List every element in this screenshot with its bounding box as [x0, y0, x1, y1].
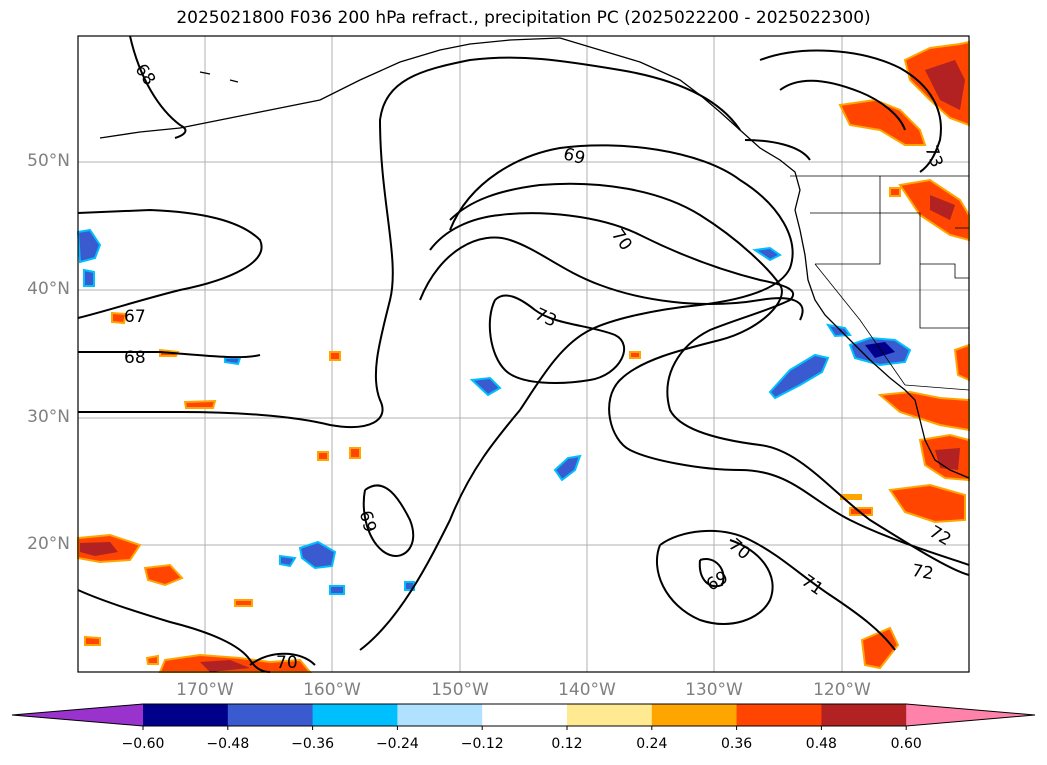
colorbar-tick-label: 0.12: [551, 736, 583, 752]
contour-label: 67: [124, 307, 146, 327]
colorbar-tick-label: −0.48: [206, 736, 250, 752]
map-title: 2025021800 F036 200 hPa refract., precip…: [176, 8, 871, 28]
lon-tick-label: 160°W: [303, 680, 361, 700]
colorbar-segment: [651, 704, 738, 726]
lat-tick-label: 50°N: [27, 151, 70, 171]
precip-positive: [77, 40, 970, 673]
colorbar-tick-label: −0.36: [291, 736, 335, 752]
contour-label: 72: [910, 561, 935, 584]
contour-label: 70: [276, 653, 298, 673]
borders: [790, 175, 970, 391]
colorbar-tick-label: −0.60: [121, 736, 165, 752]
contours: [77, 35, 970, 673]
precip-negative: [76, 228, 912, 595]
lon-tick-label: 120°W: [813, 680, 871, 700]
lat-tick-label: 20°N: [27, 534, 70, 554]
lon-tick-label: 140°W: [558, 680, 616, 700]
gridlines: [78, 36, 969, 672]
lon-tick-label: 150°W: [431, 680, 489, 700]
map-frame: [77, 35, 970, 673]
colorbar-tick-label: 0.24: [636, 736, 668, 752]
colorbar-tick-label: −0.24: [375, 736, 419, 752]
contour-label: 68: [124, 348, 146, 368]
colorbar-segment: [821, 704, 907, 726]
colorbar-segment: [227, 704, 314, 726]
coastlines: [99, 37, 970, 479]
colorbar-tick-label: −0.12: [460, 736, 504, 752]
colorbar-extend-low: [12, 704, 143, 726]
colorbar-tick-label: 0.60: [890, 736, 922, 752]
colorbar-segment: [482, 704, 568, 726]
colorbar-extend-high: [906, 704, 1035, 726]
colorbar-segment: [736, 704, 822, 726]
colorbar-tick-label: 0.48: [805, 736, 837, 752]
colorbar-tick-label: 0.36: [721, 736, 753, 752]
lat-tick-label: 40°N: [27, 279, 70, 299]
colorbar-segment: [397, 704, 483, 726]
colorbar-segment: [567, 704, 653, 726]
colorbar-segment: [143, 704, 229, 726]
lon-tick-label: 170°W: [176, 680, 234, 700]
colorbar: [11, 703, 1036, 730]
lat-tick-label: 30°N: [27, 407, 70, 427]
colorbar-segment: [312, 704, 398, 726]
lon-tick-label: 130°W: [685, 680, 743, 700]
